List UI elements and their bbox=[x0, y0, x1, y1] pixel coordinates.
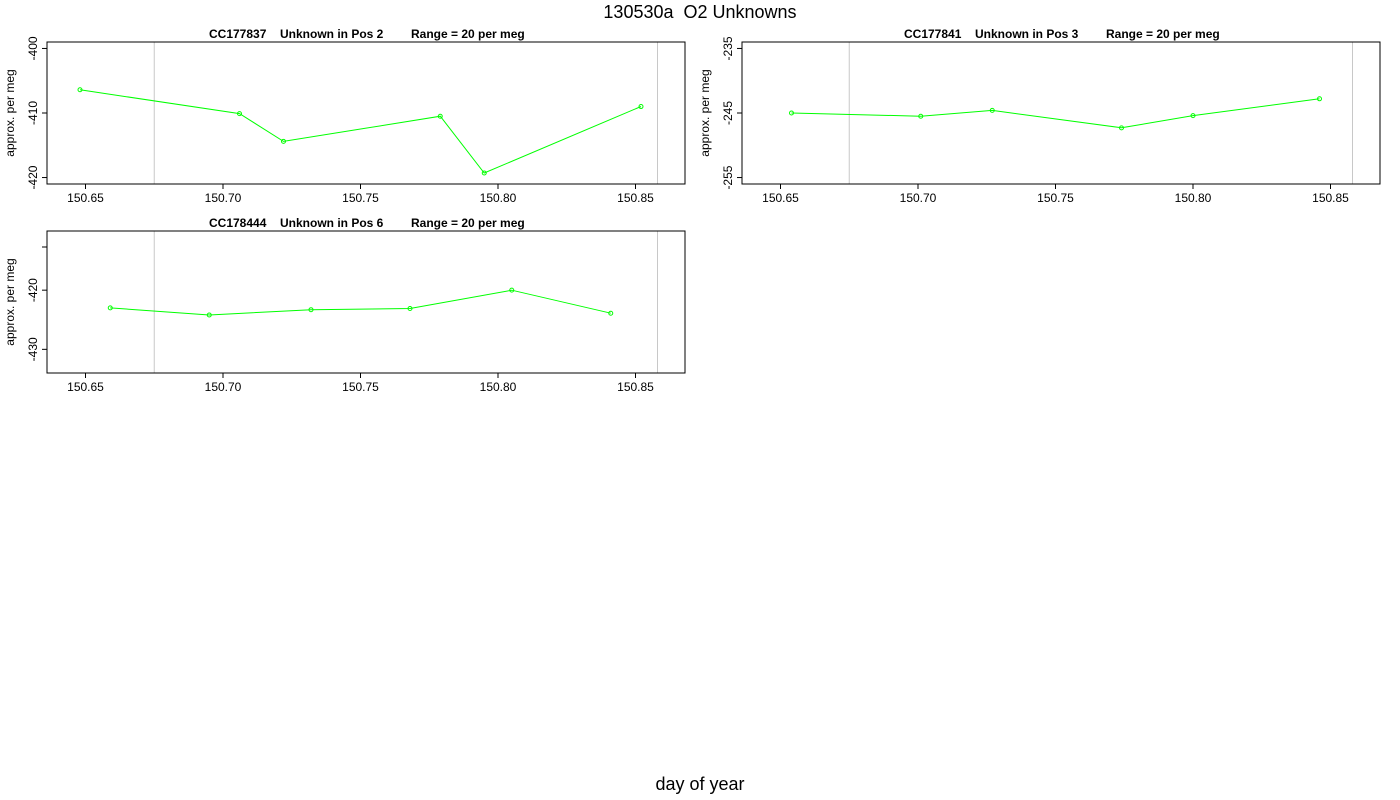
x-tick-label: 150.70 bbox=[205, 191, 242, 205]
x-tick-label: 150.65 bbox=[762, 191, 799, 205]
x-tick-label: 150.80 bbox=[1175, 191, 1212, 205]
data-point bbox=[638, 104, 644, 110]
data-point bbox=[1190, 113, 1196, 119]
panel-cc178444: CC178444 Unknown in Pos 6 Range = 20 per m… bbox=[3, 216, 686, 394]
data-point bbox=[308, 307, 314, 313]
y-tick-label: -400 bbox=[26, 36, 40, 60]
panel-range-label: Range = 20 per meg bbox=[411, 216, 525, 230]
data-point bbox=[281, 138, 286, 144]
x-tick-label: 150.65 bbox=[67, 380, 104, 394]
x-tick-label: 150.70 bbox=[900, 191, 937, 205]
plot-frame bbox=[741, 41, 1381, 185]
data-point bbox=[237, 111, 242, 117]
x-tick-label: 150.85 bbox=[1312, 191, 1349, 205]
y-tick-label: -410 bbox=[26, 101, 40, 125]
y-axis-label: approx. per meg bbox=[3, 69, 17, 156]
panel-position-label: Unknown in Pos 2 bbox=[280, 27, 384, 41]
x-tick-label: 150.85 bbox=[617, 380, 654, 394]
data-point bbox=[789, 110, 794, 116]
y-tick-label: -420 bbox=[26, 278, 40, 302]
plot-frame bbox=[46, 41, 686, 185]
x-tick-label: 150.75 bbox=[342, 191, 379, 205]
data-point bbox=[509, 287, 515, 293]
data-point bbox=[918, 113, 924, 119]
x-tick-label: 150.75 bbox=[342, 380, 379, 394]
x-tick-label: 150.80 bbox=[480, 191, 517, 205]
x-tick-label: 150.75 bbox=[1037, 191, 1074, 205]
data-point bbox=[77, 87, 83, 93]
data-point bbox=[989, 107, 995, 113]
x-tick-label: 150.80 bbox=[480, 380, 517, 394]
panel-position-label: Unknown in Pos 3 bbox=[975, 27, 1079, 41]
data-point bbox=[107, 305, 113, 311]
panel-id-label: CC177837 bbox=[209, 27, 267, 41]
panel-position-label: Unknown in Pos 6 bbox=[280, 216, 384, 230]
panel-range-label: Range = 20 per meg bbox=[1106, 27, 1220, 41]
x-axis-title: day of year bbox=[655, 774, 745, 794]
data-point bbox=[1317, 96, 1322, 102]
data-point bbox=[437, 113, 443, 119]
data-point bbox=[1119, 125, 1124, 131]
chart-title: 130530a O2 Unknowns bbox=[603, 2, 797, 22]
y-tick-label: -245 bbox=[721, 101, 735, 125]
plot-frame bbox=[46, 230, 686, 374]
panel-id-label: CC177841 bbox=[904, 27, 962, 41]
y-tick-label: -255 bbox=[721, 165, 735, 189]
x-tick-label: 150.70 bbox=[205, 380, 242, 394]
y-tick-label: -420 bbox=[26, 165, 40, 189]
y-axis-label: approx. per meg bbox=[3, 258, 17, 345]
series-line bbox=[79, 89, 642, 174]
data-point bbox=[608, 310, 614, 316]
x-tick-label: 150.85 bbox=[617, 191, 654, 205]
series-line bbox=[791, 98, 1320, 129]
panel-range-label: Range = 20 per meg bbox=[411, 27, 525, 41]
data-point bbox=[206, 312, 212, 318]
x-tick-label: 150.65 bbox=[67, 191, 104, 205]
data-point bbox=[481, 170, 487, 176]
panel-id-label: CC178444 bbox=[209, 216, 267, 230]
data-point bbox=[407, 306, 413, 312]
panel-cc177837: CC177837 Unknown in Pos 2 Range = 20 per m… bbox=[3, 27, 686, 205]
panel-cc177841: CC177841 Unknown in Pos 3 Range = 20 per m… bbox=[698, 27, 1381, 205]
y-axis-label: approx. per meg bbox=[698, 69, 712, 156]
series-line bbox=[110, 289, 611, 316]
y-tick-label: -430 bbox=[26, 337, 40, 361]
y-tick-label: -235 bbox=[721, 36, 735, 60]
